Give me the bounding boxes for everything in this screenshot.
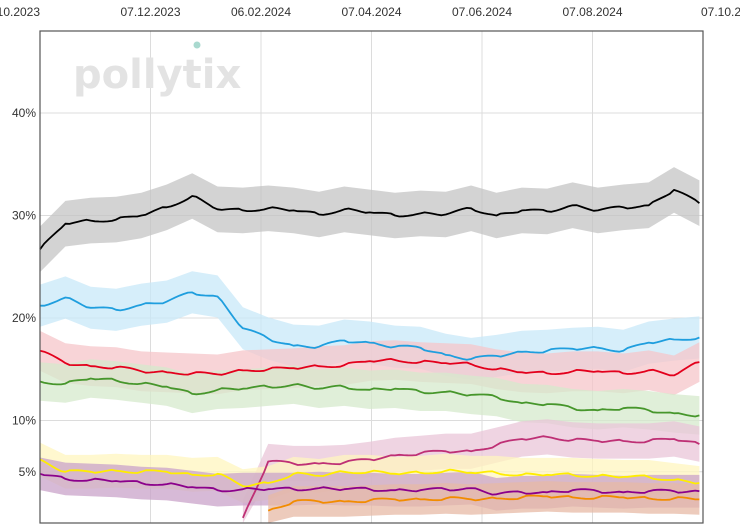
x-axis-ticks: 07.10.2023 07.12.2023 06.02.2024 07.04.2024… (0, 5, 740, 19)
logo-dot (193, 41, 201, 49)
pollytix-logo: pollytix (73, 41, 241, 98)
x-tick-label: 07.12.2023 (120, 5, 180, 19)
series-lines (39, 189, 700, 519)
series-line (40, 291, 700, 361)
x-tick-label: 07.04.2024 (341, 5, 401, 19)
y-axis-ticks: 5% 10% 20% 30% 40% (12, 106, 36, 479)
y-tick-label: 20% (12, 311, 36, 325)
series-line (39, 189, 700, 250)
series-line (39, 377, 700, 418)
y-tick-label: 30% (12, 209, 36, 223)
confidence-band (40, 359, 700, 435)
logo-text: pollytix (73, 52, 241, 98)
x-tick-label: 07.10.2024 (701, 5, 740, 19)
y-tick-label: 10% (12, 414, 36, 428)
x-tick-label: 06.02.2024 (231, 5, 291, 19)
series-line (39, 472, 700, 496)
series-line (39, 349, 700, 377)
confidence-band (40, 167, 700, 273)
x-tick-label: 07.10.2023 (0, 5, 40, 19)
confidence-band (242, 419, 700, 523)
series-line (242, 435, 700, 519)
y-tick-label: 40% (12, 106, 36, 120)
series-line (267, 494, 700, 512)
series-line (39, 458, 700, 488)
x-tick-label: 07.06.2024 (452, 5, 512, 19)
plot-frame (39, 30, 704, 524)
y-tick-label: 5% (19, 465, 37, 479)
x-tick-label: 07.08.2024 (562, 5, 622, 19)
